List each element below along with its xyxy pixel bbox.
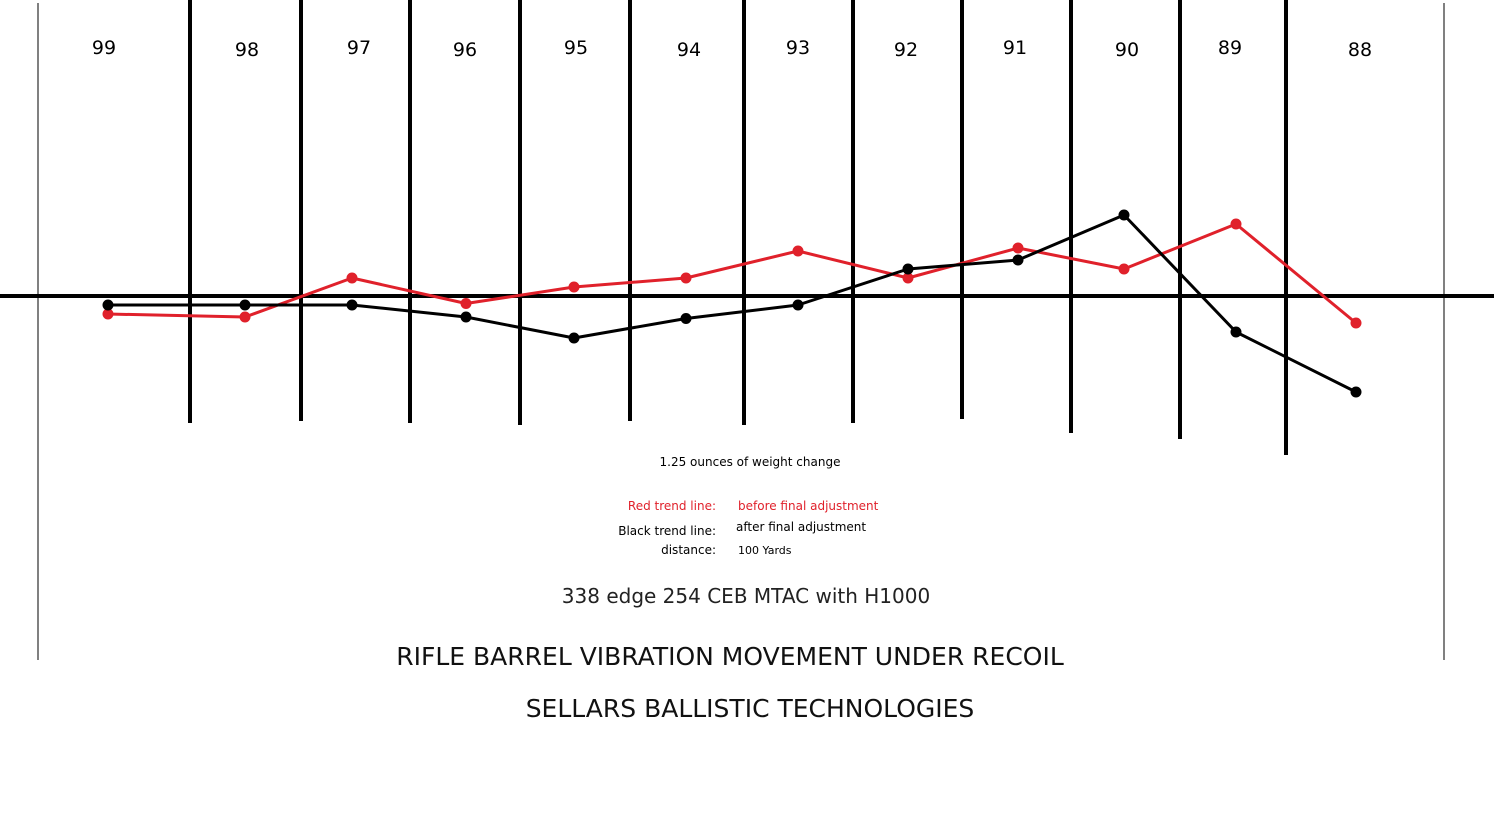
data-point — [1118, 209, 1130, 221]
data-point — [1118, 263, 1130, 275]
data-point — [680, 313, 692, 324]
data-point — [239, 311, 251, 323]
category-label: 97 — [347, 37, 371, 59]
data-point — [680, 272, 692, 284]
data-point — [568, 281, 580, 293]
data-point — [902, 263, 914, 275]
category-label: 93 — [786, 37, 810, 59]
column-dividers — [188, 0, 1288, 455]
category-label: 91 — [1003, 37, 1027, 59]
series-line — [108, 213, 1357, 394]
series-layer — [102, 209, 1362, 398]
distance-value: 100 Yards — [738, 544, 792, 557]
weight-change-note: 1.25 ounces of weight change — [659, 455, 841, 469]
data-point — [102, 299, 114, 311]
category-label: 98 — [235, 39, 259, 61]
data-point — [460, 311, 472, 323]
category-label: 96 — [453, 39, 477, 61]
red-trend-value: before final adjustment — [738, 499, 879, 513]
data-point — [239, 299, 251, 311]
data-point — [1230, 218, 1242, 230]
chart-frame — [37, 3, 1445, 660]
data-point — [346, 299, 358, 311]
data-point — [568, 332, 580, 344]
category-label: 90 — [1115, 39, 1139, 61]
data-point — [1350, 317, 1362, 329]
black-trend-value: after final adjustment — [736, 520, 867, 534]
data-point — [792, 299, 804, 311]
category-label: 92 — [894, 39, 918, 61]
data-point — [346, 272, 358, 284]
data-point — [1012, 254, 1024, 266]
category-label: 89 — [1218, 37, 1242, 59]
distance-label: distance: — [661, 543, 716, 557]
chart-subtitle: 338 edge 254 CEB MTAC with H1000 — [561, 584, 931, 608]
category-label: 94 — [677, 39, 701, 61]
data-point — [1012, 242, 1024, 254]
red-trend-label: Red trend line: — [627, 499, 716, 513]
category-label: 95 — [564, 37, 588, 59]
category-labels: 99 98 97 96 95 94 93 92 91 90 89 88 — [92, 37, 1372, 61]
data-point — [460, 298, 472, 309]
company-name: SELLARS BALLISTIC TECHNOLOGIES — [525, 694, 975, 723]
data-point — [1350, 386, 1362, 398]
chart-title: RIFLE BARREL VIBRATION MOVEMENT UNDER RE… — [396, 642, 1064, 671]
data-point — [792, 245, 804, 257]
black-trend-label: Black trend line: — [618, 524, 716, 538]
category-label: 88 — [1348, 39, 1372, 61]
series-line — [107, 222, 1357, 325]
category-label: 99 — [92, 37, 116, 59]
data-point — [1230, 326, 1242, 338]
